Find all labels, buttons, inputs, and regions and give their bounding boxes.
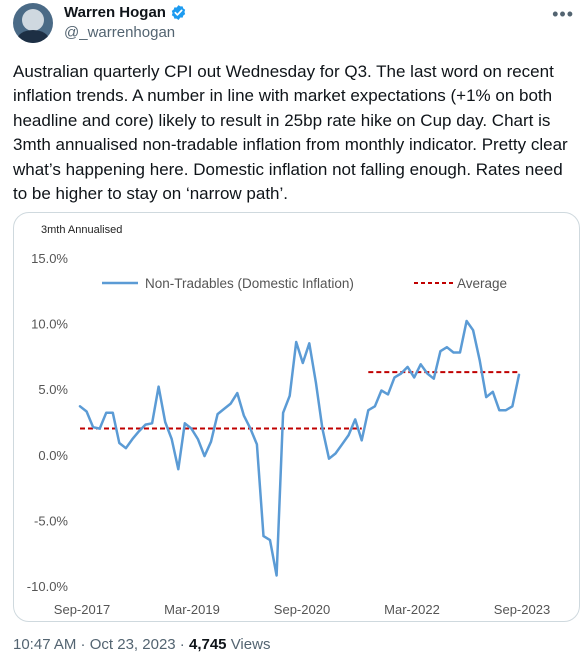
data-point xyxy=(256,443,258,445)
data-point xyxy=(125,447,127,449)
data-point xyxy=(216,413,219,415)
x-tick-label: Mar-2022 xyxy=(384,602,440,617)
data-point xyxy=(171,438,173,440)
data-point xyxy=(433,378,435,380)
data-point xyxy=(151,422,153,424)
data-point xyxy=(367,409,369,411)
x-tick-label: Sep-2020 xyxy=(274,602,330,617)
cpi-chart: 3mth Annualised 15.0% 10.0% 5.0% 0.0% -5.0% -1… xyxy=(27,224,550,617)
data-point xyxy=(518,374,520,376)
author-handle[interactable]: @_warrenhogan xyxy=(64,24,176,41)
data-point xyxy=(262,535,265,537)
data-point xyxy=(164,421,166,423)
x-tick-label: Sep-2023 xyxy=(494,602,550,617)
tweet-date[interactable]: Oct 23, 2023 xyxy=(89,636,176,653)
data-point xyxy=(275,574,278,577)
author-name[interactable]: Warren Hogan xyxy=(64,4,166,21)
data-point xyxy=(223,408,225,410)
data-point xyxy=(407,366,409,368)
data-point xyxy=(118,442,120,444)
data-point xyxy=(92,426,94,428)
data-point xyxy=(269,539,271,541)
y-tick-label: 5.0% xyxy=(38,382,68,397)
data-point xyxy=(295,341,297,343)
data-point xyxy=(413,376,415,378)
data-point xyxy=(452,351,455,354)
data-point xyxy=(289,395,291,397)
data-point xyxy=(361,439,363,441)
data-point xyxy=(79,405,81,407)
verified-badge-icon xyxy=(171,5,186,20)
data-point xyxy=(354,418,356,420)
tweet-meta: 10:47 AM · Oct 23, 2023 · 4,745 Views xyxy=(13,636,270,653)
data-point xyxy=(230,403,232,405)
data-point xyxy=(465,320,468,322)
views-label: Views xyxy=(226,636,271,653)
meta-separator: · xyxy=(76,636,90,653)
data-point xyxy=(446,346,448,348)
data-point xyxy=(315,382,317,384)
x-tick-label: Mar-2019 xyxy=(164,602,220,617)
data-point xyxy=(321,427,324,430)
data-point xyxy=(485,396,487,398)
data-point xyxy=(498,409,500,411)
data-point xyxy=(387,393,389,396)
data-point xyxy=(236,392,238,394)
data-point xyxy=(138,430,140,432)
y-tick-label: 0.0% xyxy=(38,448,68,463)
y-tick-label: -5.0% xyxy=(34,513,68,528)
tweet-time[interactable]: 10:47 AM xyxy=(13,636,77,653)
data-point xyxy=(184,422,186,424)
data-point xyxy=(374,405,376,407)
data-point xyxy=(459,351,461,354)
data-point xyxy=(282,412,284,414)
data-point xyxy=(131,438,134,440)
y-tick-label: 10.0% xyxy=(31,317,68,332)
views-count: 4,745 xyxy=(188,636,227,653)
x-tick-label: Sep-2017 xyxy=(54,602,110,617)
data-point xyxy=(511,405,514,407)
data-point xyxy=(302,362,304,364)
data-point xyxy=(197,438,199,440)
chart-title: 3mth Annualised xyxy=(41,224,122,236)
data-point xyxy=(112,412,114,414)
data-point xyxy=(328,458,330,460)
data-point xyxy=(308,342,310,344)
data-point xyxy=(341,443,343,445)
data-point xyxy=(380,389,383,392)
author-name-row[interactable]: Warren Hogan xyxy=(64,4,187,21)
tweet-text: Australian quarterly CPI out Wednesday f… xyxy=(13,62,568,204)
data-point xyxy=(492,391,494,393)
data-point xyxy=(105,412,107,414)
data-point xyxy=(99,427,101,430)
data-point xyxy=(400,372,402,375)
data-point xyxy=(158,385,160,388)
legend-line-label: Non-Tradables (Domestic Inflation) xyxy=(145,276,354,291)
data-point xyxy=(249,427,251,430)
legend-average-label: Average xyxy=(457,276,507,291)
data-point xyxy=(393,376,396,378)
data-point xyxy=(348,434,350,436)
more-options-icon[interactable]: ••• xyxy=(552,4,574,24)
data-point xyxy=(210,441,212,443)
y-tick-label: -10.0% xyxy=(27,579,69,594)
data-point xyxy=(439,350,441,352)
series-line-non-tradables xyxy=(78,319,521,577)
data-point xyxy=(472,329,474,331)
data-point xyxy=(334,452,337,455)
y-tick-label: 15.0% xyxy=(31,251,68,266)
data-point xyxy=(479,359,481,361)
data-point xyxy=(426,372,428,375)
data-point xyxy=(85,410,88,413)
data-point xyxy=(420,363,422,365)
chart-image[interactable]: 3mth Annualised 15.0% 10.0% 5.0% 0.0% -5.0% -1… xyxy=(13,212,580,622)
avatar[interactable] xyxy=(13,3,53,43)
data-point xyxy=(177,468,179,470)
data-point xyxy=(203,455,206,457)
data-point xyxy=(243,414,245,417)
meta-separator: · xyxy=(175,636,189,653)
data-point xyxy=(144,424,147,426)
data-point xyxy=(190,427,192,430)
data-point xyxy=(505,409,507,411)
